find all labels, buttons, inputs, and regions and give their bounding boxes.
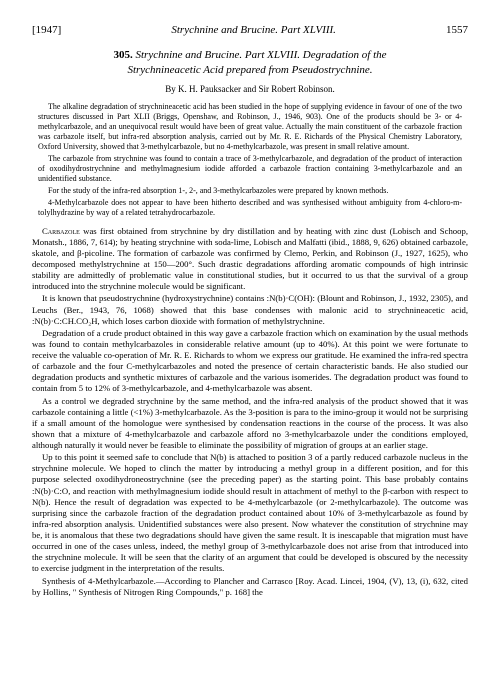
article-number: 305. xyxy=(113,49,132,61)
abstract-para: 4-Methylcarbazole does not appear to hav… xyxy=(38,198,462,218)
body-text-block: Carbazole was first obtained from strych… xyxy=(32,226,468,598)
header-page-number: 1557 xyxy=(446,24,468,36)
abstract-block: The alkaline degradation of strychnineac… xyxy=(38,102,462,218)
header-running-title: Strychnine and Brucine. Part XLVIII. xyxy=(171,24,336,36)
header-year: [1947] xyxy=(32,24,61,36)
abstract-para: The alkaline degradation of strychnineac… xyxy=(38,102,462,152)
abstract-para: The carbazole from strychnine was found … xyxy=(38,154,462,184)
body-span: was first obtained from strychnine by dr… xyxy=(32,226,468,292)
lead-word: Carbazole xyxy=(42,226,80,236)
body-para: As a control we degraded strychnine by t… xyxy=(32,396,468,452)
body-para: It is known that pseudostrychnine (hydro… xyxy=(32,293,468,326)
article-title-line2: Strychnineacetic Acid prepared from Pseu… xyxy=(127,64,372,76)
author-byline: By K. H. Pauksacker and Sir Robert Robin… xyxy=(32,84,468,94)
journal-page: [1947] Strychnine and Brucine. Part XLVI… xyxy=(0,0,500,623)
running-header: [1947] Strychnine and Brucine. Part XLVI… xyxy=(32,24,468,36)
body-para: Synthesis of 4-Methylcarbazole.—Accordin… xyxy=(32,576,468,598)
article-title-line1: Strychnine and Brucine. Part XLVIII. Deg… xyxy=(135,49,386,61)
article-title-block: 305. Strychnine and Brucine. Part XLVIII… xyxy=(42,48,458,78)
abstract-para: For the study of the infra-red absorptio… xyxy=(38,186,462,196)
body-para: Up to this point it seemed safe to concl… xyxy=(32,452,468,574)
body-para: Degradation of a crude product obtained … xyxy=(32,328,468,395)
body-para: Carbazole was first obtained from strych… xyxy=(32,226,468,293)
